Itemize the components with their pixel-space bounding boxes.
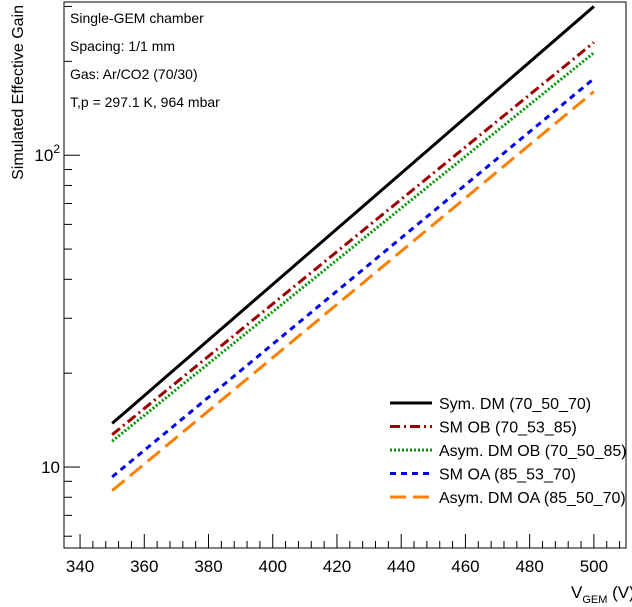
y-tick-label: 102 [34, 142, 60, 165]
series-line-4 [111, 77, 595, 479]
x-tick-label: 500 [580, 557, 608, 576]
annotation-chamber: Single-GEM chamber [70, 10, 204, 26]
legend-label: Asym. DM OA (85_50_70) [439, 490, 626, 507]
series-line-2 [111, 41, 595, 436]
annotation-gas: Gas: Ar/CO2 (70/30) [70, 66, 198, 82]
x-tick-label: 420 [323, 557, 351, 576]
annotation-spacing: Spacing: 1/1 mm [70, 38, 176, 54]
legend-label: SM OA (85_53_70) [439, 467, 576, 484]
y-tick-label: 10 [41, 458, 60, 477]
x-tick-label: 440 [387, 557, 415, 576]
series-lines [111, 5, 595, 492]
legend-label: Sym. DM (70_50_70) [439, 396, 591, 413]
plot-frame [63, 1, 627, 549]
y-axis-label: Simulated Effective Gain [10, 5, 27, 180]
annotation-conditions: T,p = 297.1 K, 964 mbar [70, 94, 220, 110]
x-axis-label-unit: (V) [607, 583, 632, 602]
x-tick-label: 460 [451, 557, 479, 576]
x-axis-label-main: V [571, 583, 583, 602]
x-tick-label: 400 [259, 557, 287, 576]
x-tick-label: 340 [66, 557, 94, 576]
series-line-1 [111, 5, 595, 425]
series-line-3 [111, 51, 595, 443]
y-tick-base: 10 [34, 146, 53, 165]
legend-label: SM OB (70_53_85) [439, 420, 577, 437]
y-tick-exponent: 2 [53, 142, 60, 156]
x-tick-label: 360 [130, 557, 158, 576]
x-axis-label: VGEM (V) [571, 583, 632, 606]
x-tick-label: 480 [515, 557, 543, 576]
series-line-5 [111, 90, 595, 492]
legend-label: Asym. DM OB (70_50_85) [439, 443, 627, 460]
x-axis-label-sub: GEM [582, 594, 607, 606]
legend: Sym. DM (70_50_70) SM OB (70_53_85) Asym. … [390, 396, 627, 507]
x-tick-label: 380 [194, 557, 222, 576]
y-tick-base: 10 [41, 458, 60, 477]
